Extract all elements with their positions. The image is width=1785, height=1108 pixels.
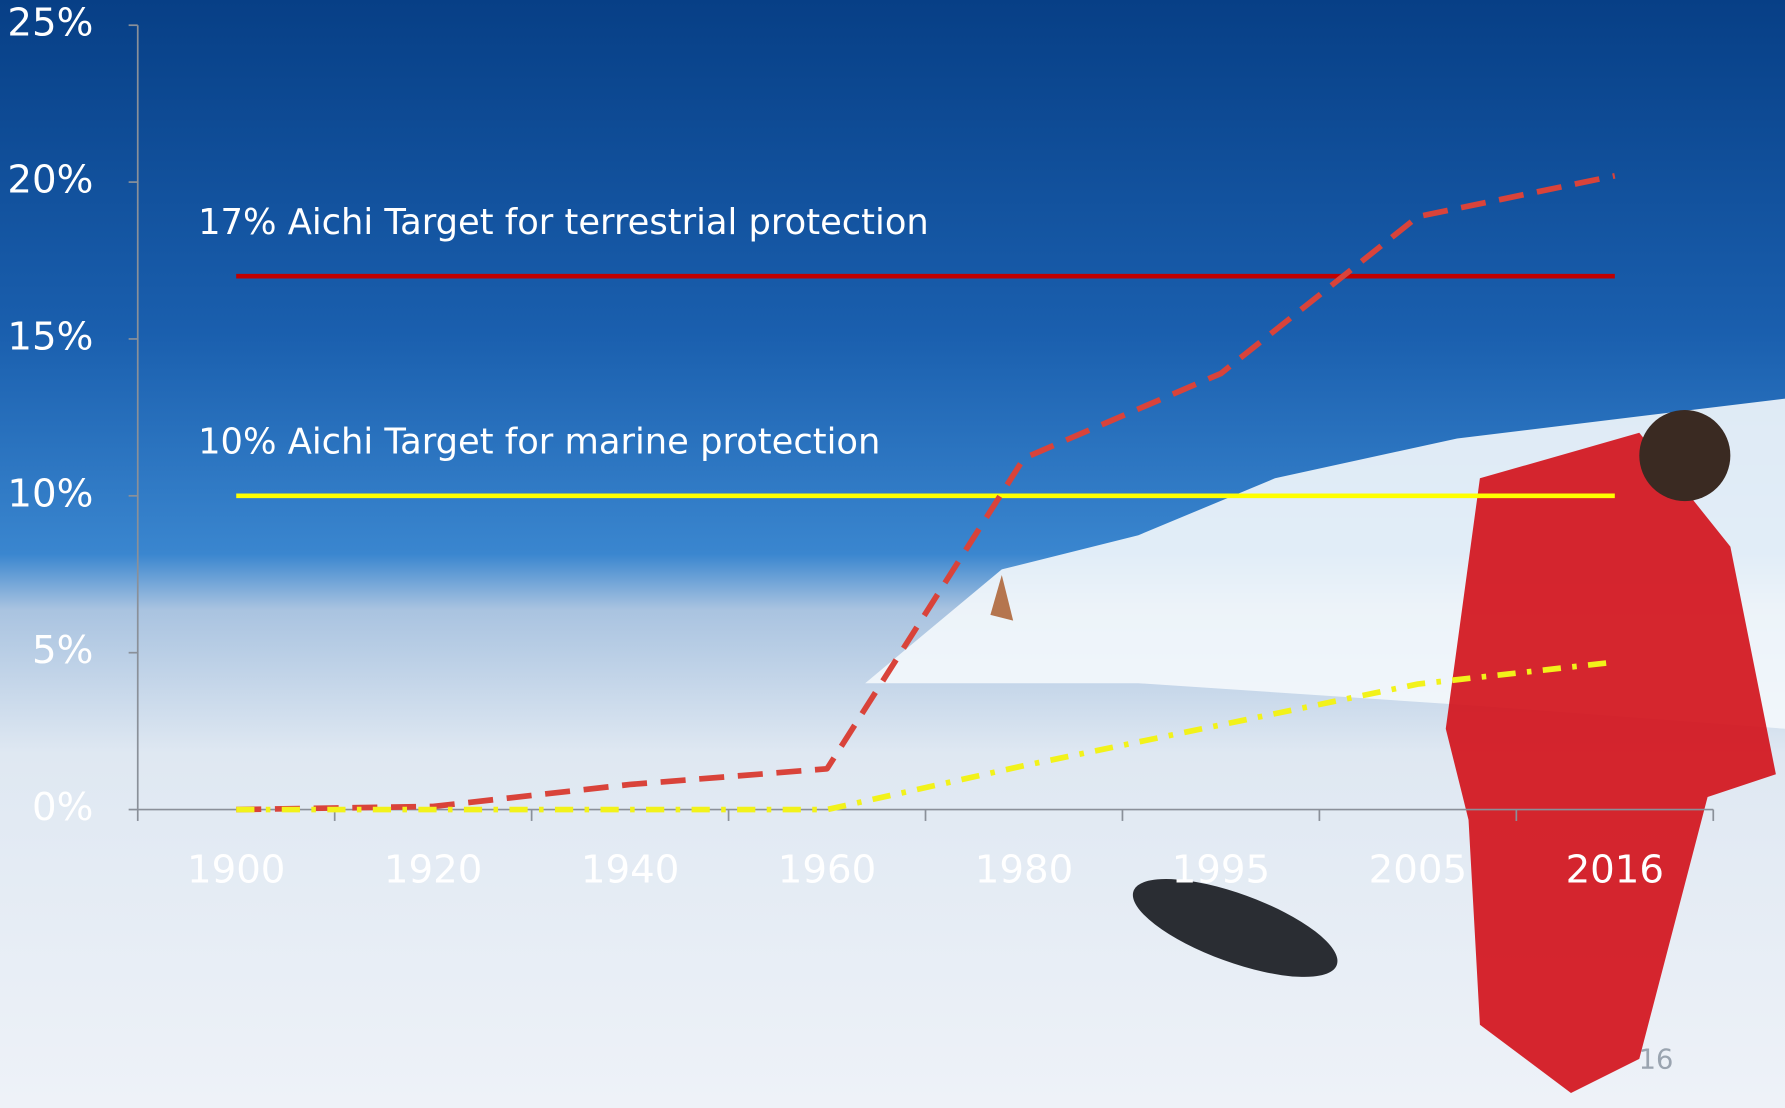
series-line [236,173,1616,813]
y-tick-label: 10% [7,471,93,516]
y-tick-label: 0% [32,785,93,830]
series-line [236,659,1616,813]
y-tick-label: 25% [7,1,93,46]
x-tick-label: 1940 [581,848,679,893]
slide-number: 16 [1639,1045,1674,1076]
reference-label: 17% Aichi Target for terrestrial protect… [198,202,929,243]
x-tick-label: 1900 [187,848,285,893]
y-tick-label: 15% [7,314,93,359]
background-scene [865,398,1785,1094]
y-tick-label: 20% [7,158,93,203]
x-tick-label: 1920 [384,848,482,893]
x-tick-label: 1960 [778,848,876,893]
x-tick-label: 2005 [1369,848,1467,893]
y-tick-label: 5% [32,628,93,673]
x-tick-label: 1980 [975,848,1073,893]
x-tick-label: 1995 [1172,848,1270,893]
reference-label: 10% Aichi Target for marine protection [198,421,880,462]
x-tick-label: 2016 [1566,848,1664,893]
